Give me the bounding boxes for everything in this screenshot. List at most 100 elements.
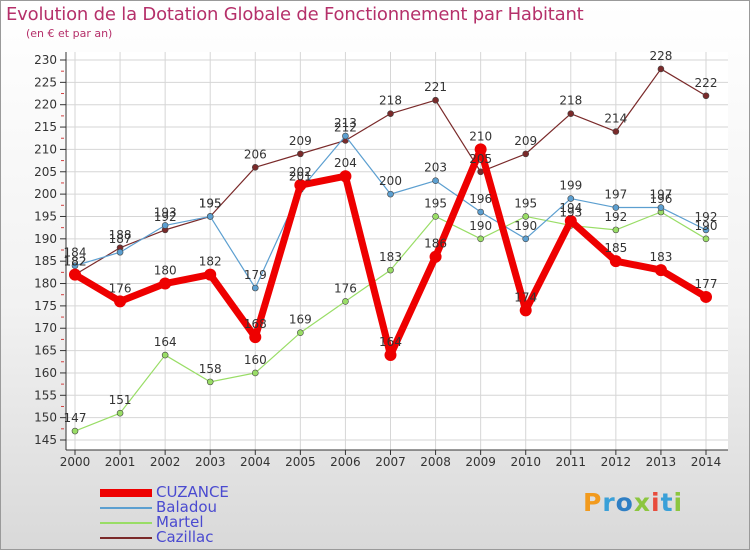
data-point-baladou xyxy=(702,226,710,234)
data-label-cazillac: 209 xyxy=(514,134,537,148)
y-tick-label: 160 xyxy=(34,366,57,380)
legend-swatch xyxy=(100,489,152,497)
chart-title: Evolution de la Dotation Globale de Fonc… xyxy=(6,4,584,25)
data-point-baladou xyxy=(251,284,259,292)
data-label-cuzance: 182 xyxy=(199,255,222,269)
data-point-baladou xyxy=(116,248,124,256)
data-point-cuzance xyxy=(429,250,442,263)
x-tick-label: 2002 xyxy=(150,455,181,469)
data-label-cazillac: 192 xyxy=(154,210,177,224)
data-point-baladou xyxy=(612,204,620,211)
legend-item-cuzance: CUZANCE xyxy=(100,483,300,501)
data-point-cazillac xyxy=(522,150,530,158)
data-label-baladou: 197 xyxy=(604,188,627,202)
data-label-cazillac: 222 xyxy=(695,76,718,90)
y-tick-label: 190 xyxy=(34,232,57,246)
data-label-baladou: 195 xyxy=(199,196,222,210)
data-point-cuzance xyxy=(159,277,172,290)
data-point-cuzance xyxy=(114,295,127,308)
logo-letter: t xyxy=(660,488,674,517)
legend-swatch xyxy=(100,522,152,524)
legend-item-martel: Martel xyxy=(100,513,300,531)
data-point-cazillac xyxy=(297,150,304,158)
x-tick-label: 2012 xyxy=(601,455,632,469)
data-label-martel: 190 xyxy=(695,219,718,233)
data-point-cuzance xyxy=(700,290,712,303)
legend-swatch xyxy=(100,537,152,539)
y-tick-label: 200 xyxy=(34,187,57,201)
logo-letter: r xyxy=(602,488,616,517)
x-tick-label: 2011 xyxy=(556,455,587,469)
data-label-martel: 176 xyxy=(334,281,357,295)
legend-swatch xyxy=(100,507,152,509)
x-tick-label: 2006 xyxy=(330,455,361,469)
x-tick-label: 2004 xyxy=(240,455,271,469)
legend-item-baladou: Baladou xyxy=(100,498,300,516)
data-point-baladou xyxy=(161,222,169,229)
data-point-baladou xyxy=(657,204,665,211)
y-tick-label: 155 xyxy=(34,388,57,402)
data-point-cazillac xyxy=(612,128,620,135)
y-tick-label: 205 xyxy=(34,165,57,179)
data-point-martel xyxy=(612,226,620,234)
data-label-cazillac: 214 xyxy=(604,112,627,126)
y-tick-label: 215 xyxy=(34,120,57,134)
data-point-cazillac xyxy=(432,96,439,104)
data-label-cuzance: 183 xyxy=(649,250,672,264)
logo-letter: P xyxy=(583,488,603,517)
x-tick-label: 2010 xyxy=(510,455,541,469)
data-label-cuzance: 185 xyxy=(604,241,627,255)
data-label-cuzance: 204 xyxy=(334,156,357,170)
data-point-martel xyxy=(387,266,394,274)
data-label-cuzance: 182 xyxy=(64,255,87,269)
y-tick-label: 185 xyxy=(34,254,57,268)
y-tick-label: 150 xyxy=(34,411,57,425)
data-point-martel xyxy=(477,235,484,243)
data-label-baladou: 203 xyxy=(424,161,447,175)
x-tick-label: 2003 xyxy=(195,455,226,469)
data-point-martel xyxy=(116,409,124,417)
x-tick-label: 2005 xyxy=(285,455,316,469)
data-label-martel: 147 xyxy=(64,411,87,425)
data-label-baladou: 179 xyxy=(244,268,267,282)
data-label-cuzance: 176 xyxy=(109,281,132,295)
data-point-cuzance xyxy=(519,304,532,317)
data-point-cazillac xyxy=(387,110,394,117)
data-point-cazillac xyxy=(702,92,710,100)
data-label-cazillac: 212 xyxy=(334,120,357,134)
data-label-cazillac: 206 xyxy=(244,147,267,161)
data-point-cuzance xyxy=(294,179,307,192)
data-point-baladou xyxy=(522,235,530,243)
logo-letter: i xyxy=(651,488,661,517)
data-point-cuzance xyxy=(654,264,667,277)
data-label-baladou: 199 xyxy=(559,179,582,193)
data-point-cuzance xyxy=(564,214,577,227)
data-label-cazillac: 205 xyxy=(469,152,492,166)
plot-area xyxy=(66,52,728,450)
y-tick-label: 145 xyxy=(34,433,57,447)
data-point-martel xyxy=(702,235,710,243)
data-point-cazillac xyxy=(567,110,575,117)
data-point-martel xyxy=(522,213,530,220)
data-label-martel: 192 xyxy=(604,210,627,224)
legend-label: Baladou xyxy=(156,498,218,516)
data-label-cuzance: 194 xyxy=(559,201,582,215)
x-tick-label: 2001 xyxy=(105,455,136,469)
data-point-baladou xyxy=(432,177,439,185)
data-point-martel xyxy=(432,213,439,220)
logo-letter: x xyxy=(633,488,651,517)
y-tick-label: 170 xyxy=(34,321,57,335)
y-tick-label: 225 xyxy=(34,75,57,89)
y-tick-label: 220 xyxy=(34,98,57,112)
y-tick-label: 230 xyxy=(34,53,57,67)
data-label-cazillac: 195 xyxy=(199,196,222,210)
y-tick-label: 210 xyxy=(34,142,57,156)
data-label-cuzance: 186 xyxy=(424,237,447,251)
data-point-cuzance xyxy=(249,331,262,344)
data-label-cazillac: 209 xyxy=(289,134,312,148)
data-point-martel xyxy=(297,329,304,337)
data-label-cuzance: 177 xyxy=(695,277,718,291)
data-label-martel: 190 xyxy=(469,219,492,233)
data-point-cuzance xyxy=(609,255,622,268)
